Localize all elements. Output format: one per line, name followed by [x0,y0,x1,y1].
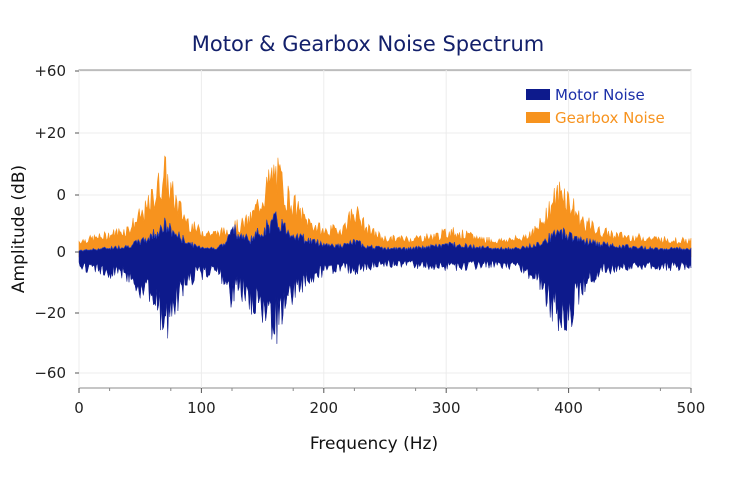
legend-swatch-motor-noise [526,89,550,100]
x-tick-label: 400 [554,399,583,417]
plot-area [78,69,692,389]
legend-label-motor-noise: Motor Noise [555,86,645,104]
legend-entry-gearbox-noise: Gearbox Noise [526,109,665,127]
motor-noise-line [79,210,692,252]
x-tick-label: 200 [309,399,338,417]
series-areas [78,155,692,344]
y-tick-label: −60 [34,364,66,382]
legend: Motor Noise Gearbox Noise [526,86,665,127]
y-tick-label: −20 [34,304,66,322]
x-axis-label: Frequency (Hz) [310,434,438,454]
x-axis-ticks: 0 100 200 300 400 500 [74,388,705,417]
legend-entry-motor-noise: Motor Noise [526,86,645,104]
y-tick-label: +60 [34,62,66,80]
legend-label-gearbox-noise: Gearbox Noise [555,109,665,127]
chart-title: Motor & Gearbox Noise Spectrum [192,32,544,56]
legend-swatch-gearbox-noise [526,112,550,123]
x-tick-label: 500 [677,399,706,417]
y-axis-ticks: +60 +20 0 0 −20 −60 [34,62,79,382]
x-tick-label: 0 [74,399,84,417]
y-tick-label: 0 [56,243,66,261]
x-tick-label: 100 [187,399,216,417]
y-tick-label: 0 [56,186,66,204]
y-tick-label: +20 [34,124,66,142]
y-axis-label: Amplitude (dB) [9,165,29,293]
x-tick-label: 300 [432,399,461,417]
